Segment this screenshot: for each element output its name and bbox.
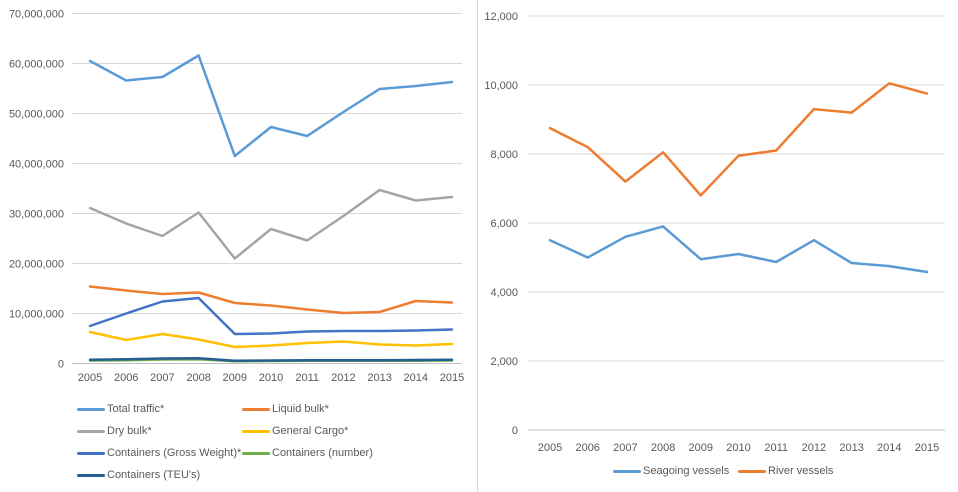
legend-item-river-vessels: River vessels (738, 464, 833, 478)
y-axis-tick-label: 40,000,000 (9, 159, 64, 171)
y-axis-tick-label: 6,000 (490, 218, 518, 230)
legend-item-label: Dry bulk* (107, 425, 152, 438)
legend-line-marker-icon (242, 429, 270, 433)
x-axis-tick-label: 2009 (223, 372, 247, 384)
x-axis-tick-label: 2010 (259, 372, 283, 384)
x-axis-tick-label: 2006 (575, 442, 599, 454)
y-axis-tick-label: 20,000,000 (9, 259, 64, 271)
series-line-containers-teu-s (88, 357, 454, 363)
y-axis-tick-label: 4,000 (490, 287, 518, 299)
y-axis-tick-label: 10,000 (484, 80, 518, 92)
y-axis-tick-label: 10,000,000 (9, 309, 64, 321)
x-axis-tick-label: 2013 (839, 442, 863, 454)
legend-item-containers-gross-weight: Containers (Gross Weight)* (77, 446, 241, 460)
legend-line-marker-icon (613, 469, 641, 473)
series-line-river-vessels (548, 82, 929, 197)
x-axis-tick-label: 2009 (689, 442, 713, 454)
legend-item-containers-teu-s: Containers (TEU's) (77, 468, 200, 482)
series-line-liquid-bulk (88, 285, 454, 315)
y-axis-tick-label: 50,000,000 (9, 109, 64, 121)
legend-item-label: Containers (Gross Weight)* (107, 447, 242, 460)
y-axis-tick-label: 70,000,000 (9, 9, 64, 21)
legend-item-label: Seagoing vessels (643, 465, 730, 478)
x-axis-tick-label: 2006 (114, 372, 138, 384)
legend-item-total-traffic: Total traffic* (77, 402, 164, 416)
x-axis-tick-label: 2008 (186, 372, 210, 384)
x-axis-tick-label: 2014 (877, 442, 901, 454)
y-axis-tick-label: 0 (58, 359, 64, 371)
x-axis-tick-label: 2005 (538, 442, 562, 454)
legend-line-marker-icon (77, 473, 105, 477)
y-axis-tick-label: 30,000,000 (9, 209, 64, 221)
chart-panel-vessels: 0 2,000 4,000 6,000 8,000 10,000 12,000 2005 200… (478, 0, 958, 492)
legend-line-marker-icon (77, 451, 105, 455)
x-axis-tick-label: 2015 (915, 442, 939, 454)
legend-item-label: Liquid bulk* (272, 403, 329, 416)
legend-item-label: Containers (number) (272, 447, 373, 460)
legend-line-marker-icon (77, 429, 105, 433)
series-line-dry-bulk (88, 188, 454, 260)
legend-item-general-cargo: General Cargo* (242, 424, 348, 438)
x-axis-tick-label: 2013 (367, 372, 391, 384)
legend-line-marker-icon (738, 469, 766, 473)
legend-item-label: Containers (TEU's) (107, 469, 201, 482)
x-axis-tick-label: 2010 (726, 442, 750, 454)
series-line-containers-gross-weight (88, 296, 454, 336)
cargo-traffic-chart: 0 10,000,000 20,000,000 30,000,000 40,000,00… (9, 9, 464, 385)
series-line-general-cargo (88, 330, 454, 349)
x-axis-tick-label: 2008 (651, 442, 675, 454)
legend-item-label: General Cargo* (272, 425, 349, 438)
legend-line-marker-icon (242, 407, 270, 411)
legend-item-seagoing-vessels: Seagoing vessels (613, 464, 729, 478)
x-axis-tick-label: 2014 (404, 372, 428, 384)
x-axis-tick-label: 2015 (440, 372, 464, 384)
y-axis-tick-label: 2,000 (490, 356, 518, 368)
x-axis-tick-label: 2011 (295, 372, 319, 384)
series-line-seagoing-vessels (548, 225, 929, 274)
x-axis-tick-label: 2012 (802, 442, 826, 454)
legend-item-dry-bulk: Dry bulk* (77, 424, 152, 438)
legend-item-liquid-bulk: Liquid bulk* (242, 402, 329, 416)
legend-line-marker-icon (242, 451, 270, 455)
x-axis-tick-label: 2012 (331, 372, 355, 384)
y-axis-tick-label: 8,000 (490, 149, 518, 161)
legend-line-marker-icon (77, 407, 105, 411)
y-axis-tick-label: 60,000,000 (9, 59, 64, 71)
series-line-total-traffic (88, 54, 454, 158)
chart-panel-cargo-traffic: 0 10,000,000 20,000,000 30,000,000 40,000,00… (0, 0, 478, 492)
x-axis-tick-label: 2011 (764, 442, 788, 454)
legend-item-containers-number: Containers (number) (242, 446, 373, 460)
y-axis-tick-label: 12,000 (484, 11, 518, 23)
y-axis-tick-label: 0 (512, 425, 518, 437)
legend-item-label: Total traffic* (107, 403, 165, 416)
vessels-chart: 0 2,000 4,000 6,000 8,000 10,000 12,000 2005 200… (484, 11, 945, 454)
x-axis-tick-label: 2005 (78, 372, 102, 384)
legend-item-label: River vessels (768, 465, 834, 478)
x-axis-tick-label: 2007 (150, 372, 174, 384)
x-axis-tick-label: 2007 (613, 442, 637, 454)
